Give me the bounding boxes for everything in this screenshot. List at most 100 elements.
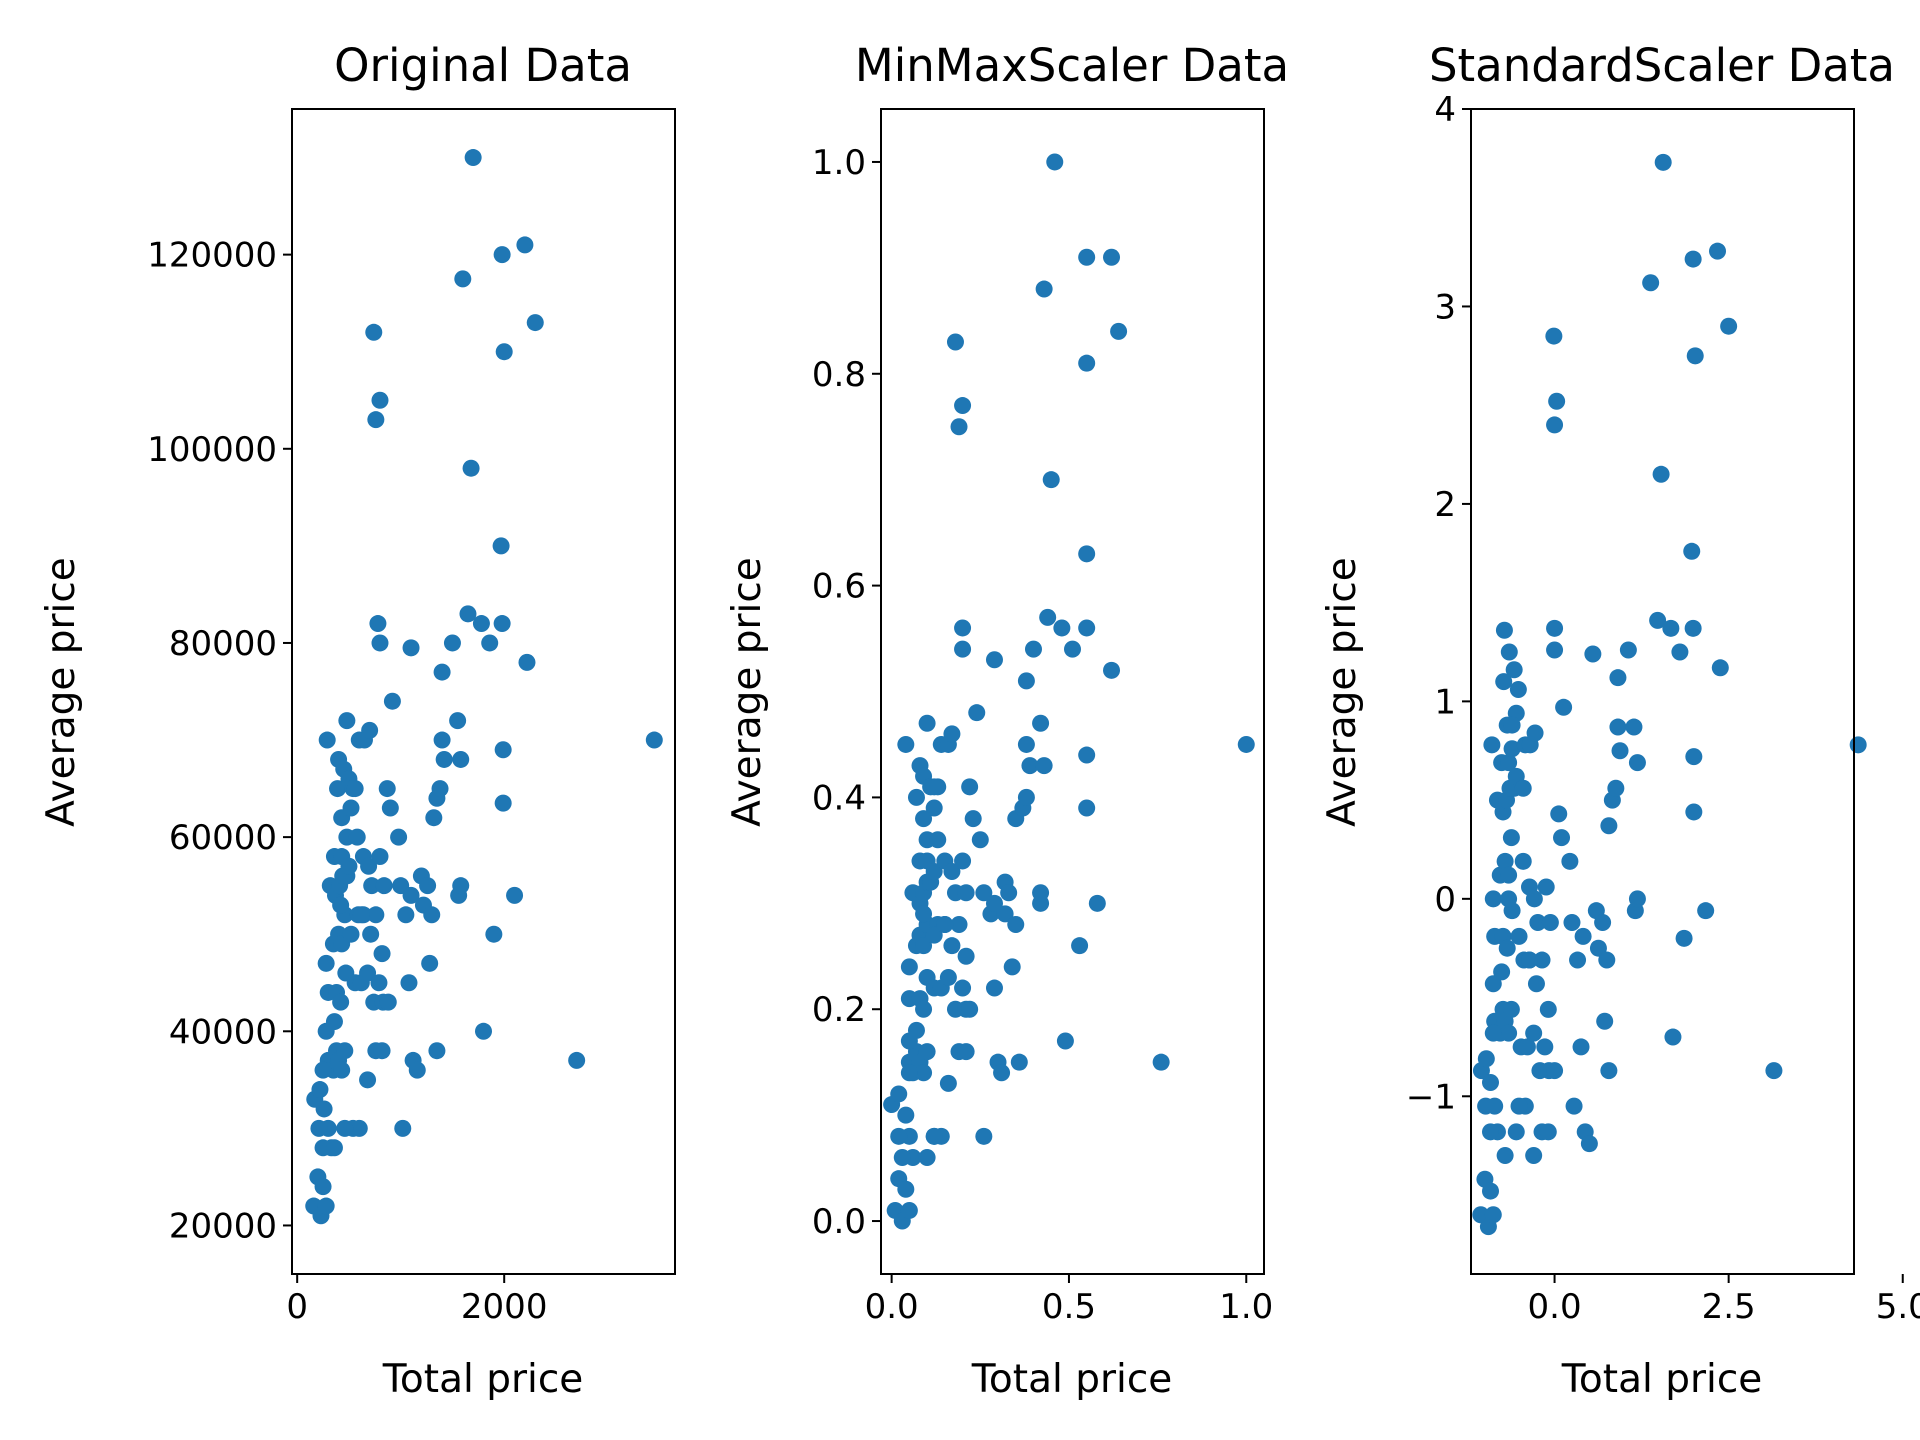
scatter-point (367, 906, 385, 924)
scatter-point (1484, 1024, 1502, 1042)
axis-ticks: 0.0 2.5 5.0 −1 0 1 2 3 4 (1406, 90, 1920, 1327)
scatter-point (1064, 640, 1081, 658)
scatter-point (359, 1071, 377, 1089)
y-tick-label: 80000 (169, 624, 277, 664)
scatter-point (333, 1061, 351, 1079)
y-tick-label: 120000 (147, 236, 277, 276)
scatter-point (472, 615, 490, 633)
scatter-point (1510, 927, 1528, 945)
scatter-point (964, 810, 982, 828)
scatter-point (370, 974, 388, 992)
scatter-point (929, 831, 947, 849)
scatter-point (1569, 951, 1587, 969)
scatter-point (1539, 1123, 1557, 1141)
scatter-point (346, 780, 364, 798)
scatter-point (939, 968, 957, 986)
scatter-point (918, 1149, 936, 1166)
scatter-point (394, 1119, 412, 1137)
scatter-point (421, 954, 439, 972)
scatter-point (1496, 852, 1514, 870)
y-tick-label: 0.4 (812, 778, 866, 818)
scatter-point (1686, 347, 1704, 365)
scatter-point (1514, 779, 1532, 797)
scatter-point (961, 1000, 979, 1018)
scatter-point (1503, 716, 1521, 734)
scatter-point (915, 937, 933, 955)
scatter-point (1078, 619, 1096, 637)
scatter-point (1525, 1147, 1543, 1165)
scatter-point (1003, 958, 1021, 976)
scatter-point (419, 877, 437, 895)
subplot-original: Original Data Total price Average price … (39, 39, 676, 1402)
scatter-point (1495, 621, 1513, 639)
scatter-point (1042, 471, 1060, 489)
scatter-point (373, 945, 391, 963)
scatter-point (1502, 829, 1520, 847)
scatter-point (1537, 878, 1555, 896)
scatter-point (1493, 963, 1511, 981)
scatter-point (1849, 736, 1867, 754)
scatter-point (1589, 939, 1607, 957)
y-axis-label: Average price (1320, 557, 1365, 827)
scatter-point (428, 1042, 446, 1060)
scatter-point (408, 1061, 426, 1079)
scatter-point (1546, 1062, 1564, 1080)
scatter-point (1017, 735, 1035, 753)
x-tick-label: 0.0 (865, 1287, 919, 1327)
scatter-point (985, 979, 1003, 997)
scatter-point (359, 964, 377, 982)
scatter-point (1495, 673, 1513, 691)
scatter-point (1685, 803, 1703, 821)
scatter-point (1496, 1147, 1514, 1165)
scatter-point (1609, 669, 1627, 687)
scatter-point (1546, 619, 1564, 637)
scatter-point (950, 916, 968, 933)
scatter-point (1675, 929, 1693, 947)
scatter-point (1481, 1123, 1499, 1141)
scatter-point (1548, 392, 1566, 410)
scatter-point (897, 735, 915, 753)
scatter-point (1546, 416, 1564, 434)
x-tick-label: 0 (286, 1287, 308, 1327)
scatter-point (1088, 894, 1106, 912)
scatter-point (1533, 951, 1551, 969)
scatter-point (1550, 805, 1568, 823)
scatter-point (1553, 829, 1571, 847)
scatter-point (1514, 852, 1532, 870)
scatter-points (305, 149, 663, 1225)
scatter-point (957, 1043, 975, 1061)
scatter-point (1720, 317, 1738, 335)
scatter-point (1596, 1012, 1614, 1030)
scatter-point (1625, 718, 1643, 736)
scatter-point (369, 615, 387, 633)
scatter-point (900, 1064, 918, 1082)
scatter-point (568, 1051, 586, 1069)
scatter-point (400, 974, 418, 992)
y-axis-label: Average price (725, 557, 770, 827)
scatter-point (1103, 661, 1121, 679)
scatter-point (915, 1000, 933, 1018)
scatter-point (1103, 248, 1121, 266)
axis-ticks: 0.0 0.5 1.0 0.0 0.2 0.4 0.6 0.8 1.0 (812, 143, 1273, 1327)
scatter-point (915, 905, 933, 923)
scatter-point (1518, 1038, 1536, 1056)
scatter-point (1572, 1038, 1590, 1056)
subplot-title: MinMaxScaler Data (855, 39, 1289, 92)
scatter-point (516, 236, 534, 254)
scatter-point (939, 1074, 957, 1092)
scatter-point (1078, 799, 1096, 817)
scatter-point (961, 778, 979, 796)
scatter-point (397, 906, 415, 924)
scatter-point (314, 1061, 332, 1079)
scatter-point (1000, 884, 1018, 902)
scatter-point (1503, 740, 1521, 758)
scatter-point (1529, 914, 1547, 932)
scatter-point (452, 750, 470, 768)
scatter-point (1600, 1062, 1618, 1080)
scatter-point (317, 954, 335, 972)
x-tick-label: 0.0 (1528, 1287, 1582, 1327)
scatter-point (352, 906, 370, 924)
scatter-point (1500, 890, 1518, 908)
scatter-point (462, 459, 480, 477)
